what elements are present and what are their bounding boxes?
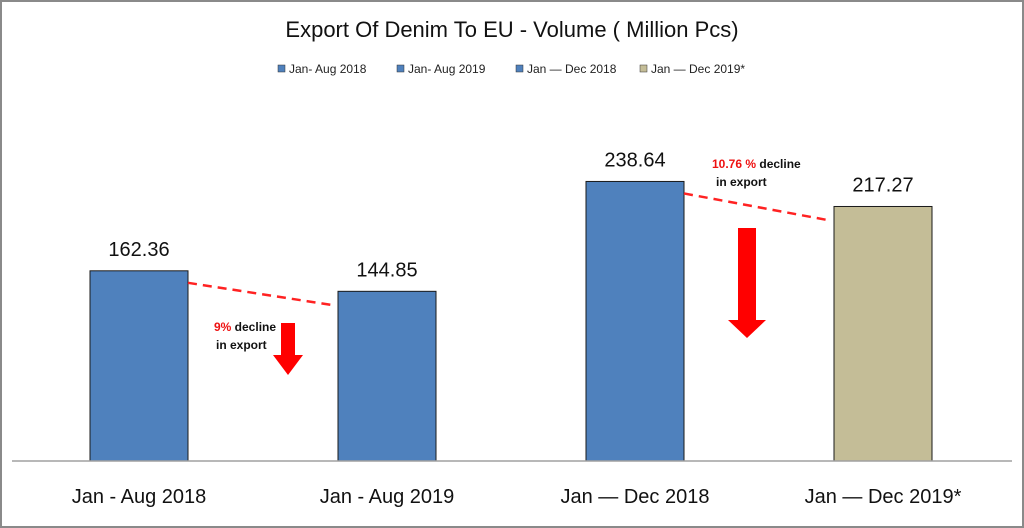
- annotation-highlight: 9%: [214, 320, 232, 334]
- x-tick-label: Jan - Aug 2019: [320, 486, 455, 508]
- data-label: 144.85: [356, 259, 417, 281]
- bar: [89, 270, 189, 462]
- legend-label: Jan — Dec 2019*: [651, 62, 745, 76]
- legend-swatch: [396, 64, 405, 73]
- annotation-line2: in export: [216, 338, 267, 352]
- decline-arrows: [273, 228, 766, 375]
- annotation-text: decline: [231, 320, 276, 334]
- down-arrow-icon: [273, 323, 303, 375]
- legend-swatch: [639, 64, 648, 73]
- legend: Jan- Aug 2018 Jan- Aug 2019 Jan — Dec 2018…: [277, 62, 745, 76]
- trend-line: [187, 281, 335, 307]
- bar: [585, 180, 685, 462]
- x-tick-label: Jan - Aug 2018: [72, 486, 207, 508]
- annotations: 9% decline in export 10.76 % decline in exp…: [214, 157, 801, 352]
- bar: [337, 290, 437, 462]
- data-label: 217.27: [852, 174, 913, 196]
- down-arrow-icon: [728, 228, 766, 338]
- data-label: 238.64: [604, 149, 665, 171]
- x-tick-label: Jan — Dec 2019*: [805, 486, 962, 508]
- legend-label: Jan- Aug 2019: [408, 62, 486, 76]
- annotation-line1: 9% decline: [214, 320, 276, 334]
- legend-label: Jan- Aug 2018: [289, 62, 367, 76]
- annotation-highlight: 10.76 %: [712, 157, 756, 171]
- bars-group: 162.36 Jan - Aug 2018 144.85 Jan - Aug 2019…: [72, 149, 962, 508]
- trend-lines: [187, 192, 831, 307]
- legend-swatch: [515, 64, 524, 73]
- annotation-line2: in export: [716, 175, 767, 189]
- trend-line: [683, 192, 831, 222]
- legend-label: Jan — Dec 2018: [527, 62, 617, 76]
- data-label: 162.36: [108, 239, 169, 261]
- annotation-text: decline: [756, 157, 801, 171]
- annotation-line1: 10.76 % decline: [712, 157, 801, 171]
- bar: [833, 205, 933, 462]
- x-tick-label: Jan — Dec 2018: [561, 486, 710, 508]
- legend-swatch: [277, 64, 286, 73]
- chart-title: Export Of Denim To EU - Volume ( Million…: [285, 17, 738, 42]
